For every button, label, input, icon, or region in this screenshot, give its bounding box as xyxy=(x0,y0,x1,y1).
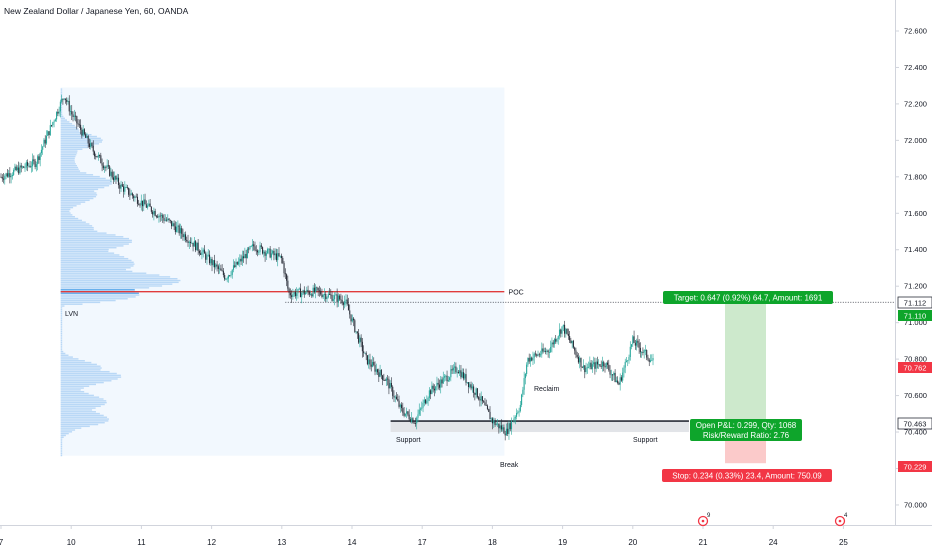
price-tick-label: 72.000 xyxy=(904,136,927,145)
reclaim-label: Reclaim xyxy=(534,386,559,393)
price-tick-label: 71.800 xyxy=(904,172,927,181)
time-tick-label: 19 xyxy=(558,538,567,547)
candles xyxy=(0,94,654,441)
time-tick-label: 14 xyxy=(348,538,357,547)
volume-profile xyxy=(60,88,181,457)
reference-price-tag: 71.112 xyxy=(897,296,932,309)
pnl-text: Open P&L: 0.299, Qty: 1068 xyxy=(696,421,797,430)
svg-text:Stop: 0.234 (0.33%) 23.4, Amou: Stop: 0.234 (0.33%) 23.4, Amount: 750.09 xyxy=(672,472,822,481)
svg-text:71.110: 71.110 xyxy=(904,312,926,321)
time-tick-label: 25 xyxy=(839,538,848,547)
support-label-left: Support xyxy=(396,437,421,444)
pnl-box[interactable]: Open P&L: 0.299, Qty: 1068 Risk/Reward R… xyxy=(690,419,802,441)
stop-price-tag: 70.229 xyxy=(898,461,932,472)
time-tick-label: 11 xyxy=(137,538,146,547)
price-tick-label: 70.000 xyxy=(904,500,927,509)
time-tick-label: 18 xyxy=(488,538,497,547)
price-tick-label: 71.400 xyxy=(904,245,927,254)
time-tick-label: 7 xyxy=(0,538,4,547)
price-tick-label: 71.000 xyxy=(904,318,927,327)
price-tick-label: 72.600 xyxy=(904,26,927,35)
price-axis[interactable]: 72.600 72.400 72.200 72.000 71.800 71.600 71.4… xyxy=(895,26,927,509)
time-tick-label: 20 xyxy=(628,538,637,547)
lvn-label: LVN xyxy=(65,311,78,318)
time-tick-label: 21 xyxy=(699,538,708,547)
svg-text:71.112: 71.112 xyxy=(904,299,926,308)
time-tick-label: 12 xyxy=(207,538,216,547)
price-tick-label: 71.600 xyxy=(904,209,927,218)
event-marker-1[interactable]: 9 xyxy=(697,513,712,527)
event-count-2: 4 xyxy=(844,513,848,519)
time-axis[interactable]: 7 10 11 12 13 14 17 18 19 20 21 24 25 xyxy=(0,525,848,548)
svg-text:70.229: 70.229 xyxy=(904,463,927,472)
chart-title: New Zealand Dollar / Japanese Yen, 60, O… xyxy=(4,6,189,16)
target-box[interactable]: Target: 0.647 (0.92%) 64.7, Amount: 1691 xyxy=(663,291,833,304)
svg-text:Target: 0.647 (0.92%) 64.7, Am: Target: 0.647 (0.92%) 64.7, Amount: 1691 xyxy=(674,294,823,303)
svg-text:70.463: 70.463 xyxy=(904,420,927,429)
last-price-tag: 70.762 xyxy=(898,362,932,373)
break-label: Break xyxy=(500,462,519,469)
entry-price-tag: 70.463 xyxy=(897,417,932,430)
target-price-tag: 71.110 xyxy=(898,310,932,321)
event-count-1: 9 xyxy=(707,513,711,519)
price-tick-label: 72.400 xyxy=(904,63,927,72)
price-tick-label: 72.200 xyxy=(904,99,927,108)
price-tick-label: 71.200 xyxy=(904,282,927,291)
time-tick-label: 13 xyxy=(277,538,286,547)
event-marker-2[interactable]: 4 xyxy=(834,513,849,527)
support-zone xyxy=(390,421,689,433)
stop-box[interactable]: Stop: 0.234 (0.33%) 23.4, Amount: 750.09 xyxy=(662,469,832,482)
svg-text:70.762: 70.762 xyxy=(904,364,927,373)
time-tick-label: 24 xyxy=(769,538,778,547)
price-tick-label: 70.600 xyxy=(904,391,927,400)
time-tick-label: 10 xyxy=(67,538,76,547)
support-label-right: Support xyxy=(633,437,658,444)
price-tick-label: 70.800 xyxy=(904,355,927,364)
poc-label: POC xyxy=(509,290,524,297)
ratio-text: Risk/Reward Ratio: 2.76 xyxy=(703,431,790,440)
time-tick-label: 17 xyxy=(418,538,427,547)
price-tick-label: 70.400 xyxy=(904,428,927,437)
target-zone xyxy=(725,302,766,421)
